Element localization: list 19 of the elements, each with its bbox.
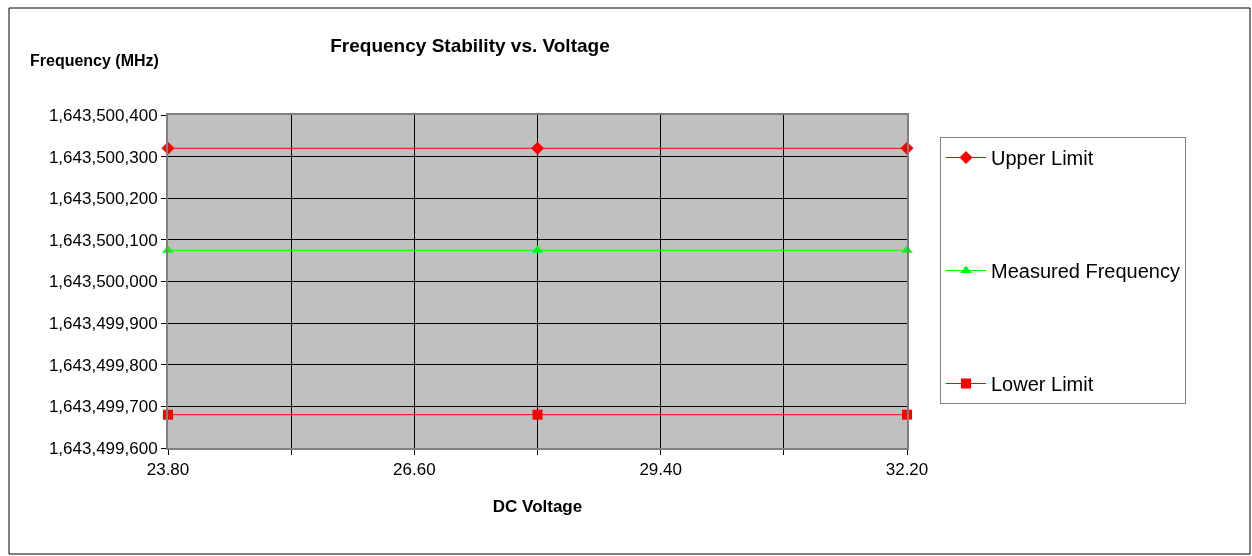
y-tick-label: 1,643,500,200 — [48, 189, 158, 209]
chart-title: Frequency Stability vs. Voltage — [330, 34, 610, 56]
y-tick-label: 1,643,499,800 — [48, 355, 158, 375]
x-tick-label: 32.20 — [885, 460, 929, 480]
legend-label: Upper Limit — [991, 147, 1094, 170]
y-tick-label: 1,643,500,400 — [48, 105, 158, 125]
y-tick-label: 1,643,499,700 — [48, 397, 158, 417]
y-tick-label: 1,643,499,600 — [48, 438, 158, 458]
x-tick-label: 26.60 — [393, 460, 436, 480]
x-tick-label: 29.40 — [639, 460, 682, 480]
x-axis-title: DC Voltage — [492, 497, 583, 517]
y-axis-title: Frequency (MHz) — [30, 52, 159, 69]
x-tick-label: 23.80 — [146, 460, 190, 480]
y-tick-label: 1,643,500,300 — [48, 147, 158, 167]
y-tick-label: 1,643,499,900 — [48, 314, 158, 334]
legend-label: Measured Frequency — [991, 260, 1180, 283]
legend-label: Lower Limit — [991, 373, 1094, 396]
y-tick-label: 1,643,500,100 — [48, 230, 158, 250]
y-tick-label: 1,643,500,000 — [48, 272, 158, 292]
